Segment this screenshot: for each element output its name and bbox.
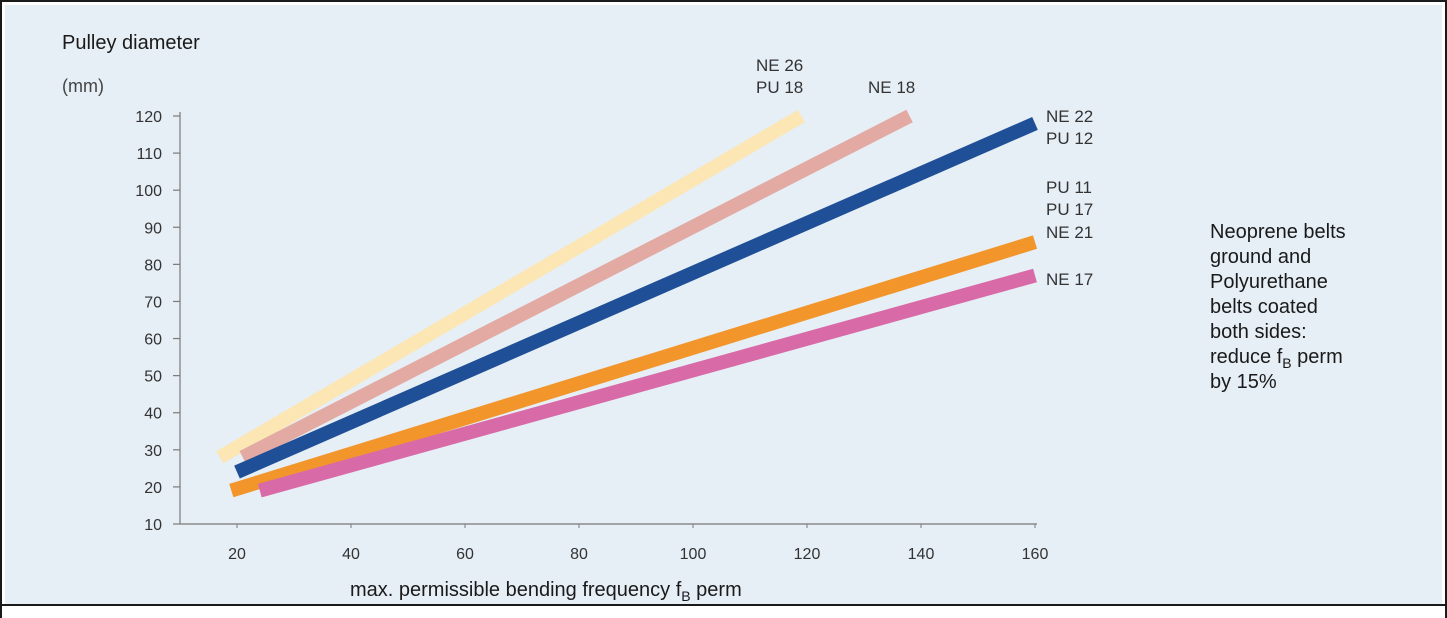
note-line-reduce: reduce fB perm [1210,346,1343,371]
note-line-5: both sides: [1210,321,1307,343]
series-layer [216,109,1038,498]
label-pu11: PU 11 [1046,178,1092,197]
note-line-2: ground and [1210,246,1311,268]
label-pu17: PU 17 [1046,200,1093,219]
frame-bottom-rule [0,604,1447,606]
x-tick-label: 20 [228,546,246,563]
y-tick-label: 80 [144,257,162,274]
label-ne22: NE 22 [1046,107,1093,126]
y-tick-label: 110 [136,146,162,163]
x-tick-label: 80 [570,546,588,563]
x-tick-label: 160 [1022,546,1049,563]
x-axis-title-sub: B [681,588,690,604]
note-block: Neoprene belts ground and Polyurethane b… [1210,221,1346,393]
note-reduce-suffix: perm [1292,346,1343,368]
y-tick-label: 40 [144,406,162,423]
note-line-last: by 15% [1210,371,1277,393]
y-tick-label: 60 [144,332,162,349]
y-tick-label: 120 [135,109,162,126]
note-line-3: Polyurethane [1210,271,1328,293]
x-tick-label: 60 [456,546,474,563]
y-tick-label: 70 [144,294,162,311]
label-ne26: NE 26 [756,56,803,75]
label-ne21: NE 21 [1046,223,1093,242]
label-ne18: NE 18 [868,78,915,97]
note-line-1: Neoprene belts [1210,221,1346,243]
y-tick-label: 30 [144,443,162,460]
y-tick-label: 100 [135,183,162,200]
y-tick-label: 50 [144,369,162,386]
series-line-3 [234,117,1038,479]
note-line-4: belts coated [1210,296,1318,318]
y-tick-label: 10 [144,517,162,534]
x-axis-title-main: max. permissible bending frequency f [350,579,682,601]
series-line-2 [239,109,913,464]
x-tick-label: 120 [794,546,821,563]
x-tick-label: 140 [908,546,935,563]
y-tick-label: 20 [144,480,162,497]
x-axis-title: max. permissible bending frequency fB pe… [350,579,742,604]
label-pu18: PU 18 [756,78,803,97]
series-line-4 [229,235,1038,498]
note-reduce-prefix: reduce f [1210,346,1283,368]
tick-layer: 10 20 30 40 50 60 70 80 90 100 110 120 20 40 60 80 100 12… [135,109,1048,563]
chart-panel [5,5,1442,604]
x-axis-title-tail: perm [691,579,742,601]
label-ne17: NE 17 [1046,270,1093,289]
x-tick-label: 100 [680,546,707,563]
series-line-5 [257,268,1037,498]
y-axis-unit: (mm) [62,76,104,96]
series-line-1 [216,109,805,464]
x-tick-label: 40 [342,546,360,563]
axis-layer [179,112,1037,525]
label-pu12: PU 12 [1046,129,1093,148]
y-tick-label: 90 [144,220,162,237]
note-reduce-sub: B [1282,355,1291,371]
y-axis-title: Pulley diameter [62,32,200,54]
